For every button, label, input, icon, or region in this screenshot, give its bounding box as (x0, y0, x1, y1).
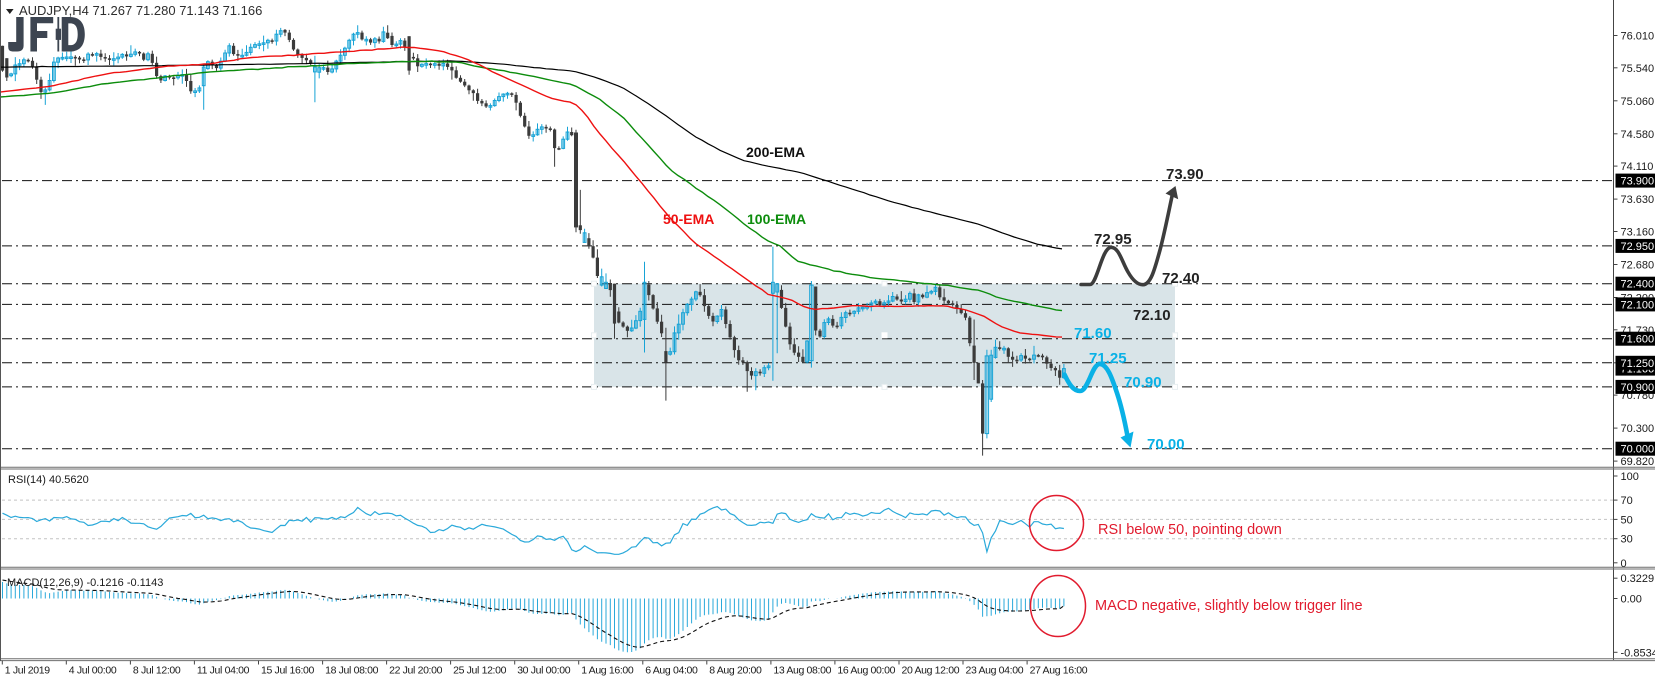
svg-text:13 Aug 08:00: 13 Aug 08:00 (773, 665, 831, 677)
svg-text:70: 70 (1621, 495, 1633, 507)
svg-text:72.10: 72.10 (1133, 307, 1171, 324)
svg-text:1 Aug 16:00: 1 Aug 16:00 (581, 665, 634, 677)
svg-text:30 Jul 00:00: 30 Jul 00:00 (517, 665, 571, 677)
svg-text:4 Jul 00:00: 4 Jul 00:00 (69, 665, 117, 677)
svg-text:73.160: 73.160 (1621, 227, 1655, 239)
svg-text:6 Aug 04:00: 6 Aug 04:00 (645, 665, 698, 677)
svg-text:0.00: 0.00 (1621, 594, 1642, 606)
svg-text:RSI(14) 40.5620: RSI(14) 40.5620 (8, 474, 89, 486)
svg-text:75.540: 75.540 (1621, 63, 1655, 75)
svg-text:18 Jul 08:00: 18 Jul 08:00 (325, 665, 379, 677)
svg-text:30: 30 (1621, 534, 1633, 546)
svg-text:MACD negative, slightly below: MACD negative, slightly below trigger li… (1095, 598, 1363, 614)
svg-text:-0.8534: -0.8534 (1621, 647, 1655, 659)
svg-text:72.100: 72.100 (1621, 299, 1655, 311)
svg-text:0.3229: 0.3229 (1621, 573, 1655, 585)
svg-text:71.600: 71.600 (1621, 334, 1655, 346)
svg-text:27 Aug 16:00: 27 Aug 16:00 (1030, 665, 1088, 677)
svg-text:74.110: 74.110 (1621, 161, 1654, 173)
svg-text:70.300: 70.300 (1621, 423, 1655, 435)
svg-text:11 Jul 04:00: 11 Jul 04:00 (197, 665, 250, 677)
svg-text:8 Aug 20:00: 8 Aug 20:00 (709, 665, 762, 677)
svg-text:73.900: 73.900 (1621, 176, 1655, 188)
svg-text:73.90: 73.90 (1166, 166, 1204, 183)
svg-text:MACD(12,26,9) -0.1216 -0.1143: MACD(12,26,9) -0.1216 -0.1143 (7, 577, 163, 589)
svg-text:74.580: 74.580 (1621, 129, 1655, 141)
svg-text:75.060: 75.060 (1621, 96, 1655, 108)
svg-text:71.250: 71.250 (1621, 358, 1655, 370)
svg-text:AUDJPY,H4 71.267 71.280 71.14: AUDJPY,H4 71.267 71.280 71.143 71.166 (19, 3, 262, 18)
svg-text:16 Aug 00:00: 16 Aug 00:00 (837, 665, 895, 677)
svg-text:72.400: 72.400 (1621, 279, 1655, 291)
svg-text:RSI below 50, pointing down: RSI below 50, pointing down (1098, 522, 1282, 538)
svg-text:70.000: 70.000 (1621, 444, 1655, 456)
svg-text:100-EMA: 100-EMA (747, 211, 806, 227)
svg-text:1 Jul 2019: 1 Jul 2019 (5, 665, 50, 677)
svg-text:50: 50 (1621, 514, 1633, 526)
svg-text:69.820: 69.820 (1621, 456, 1655, 468)
svg-text:70.900: 70.900 (1621, 382, 1655, 394)
svg-text:72.680: 72.680 (1621, 260, 1655, 272)
svg-text:72.950: 72.950 (1621, 241, 1655, 253)
svg-text:72.95: 72.95 (1094, 231, 1132, 248)
svg-text:15 Jul 16:00: 15 Jul 16:00 (261, 665, 315, 677)
svg-text:8 Jul 12:00: 8 Jul 12:00 (133, 665, 181, 677)
svg-text:22 Jul 20:00: 22 Jul 20:00 (389, 665, 443, 677)
svg-text:50-EMA: 50-EMA (663, 211, 714, 227)
svg-text:71.60: 71.60 (1074, 325, 1112, 342)
svg-text:0: 0 (1621, 558, 1627, 570)
svg-text:200-EMA: 200-EMA (746, 144, 805, 160)
svg-text:72.40: 72.40 (1162, 270, 1200, 287)
svg-text:20 Aug 12:00: 20 Aug 12:00 (902, 665, 960, 677)
svg-text:25 Jul 12:00: 25 Jul 12:00 (453, 665, 507, 677)
svg-text:73.630: 73.630 (1621, 194, 1655, 206)
svg-text:70.00: 70.00 (1147, 436, 1185, 453)
svg-text:71.25: 71.25 (1089, 350, 1127, 367)
svg-text:70.90: 70.90 (1124, 374, 1162, 391)
svg-text:100: 100 (1621, 471, 1639, 483)
svg-text:76.010: 76.010 (1621, 31, 1655, 43)
svg-text:23 Aug 04:00: 23 Aug 04:00 (966, 665, 1024, 677)
